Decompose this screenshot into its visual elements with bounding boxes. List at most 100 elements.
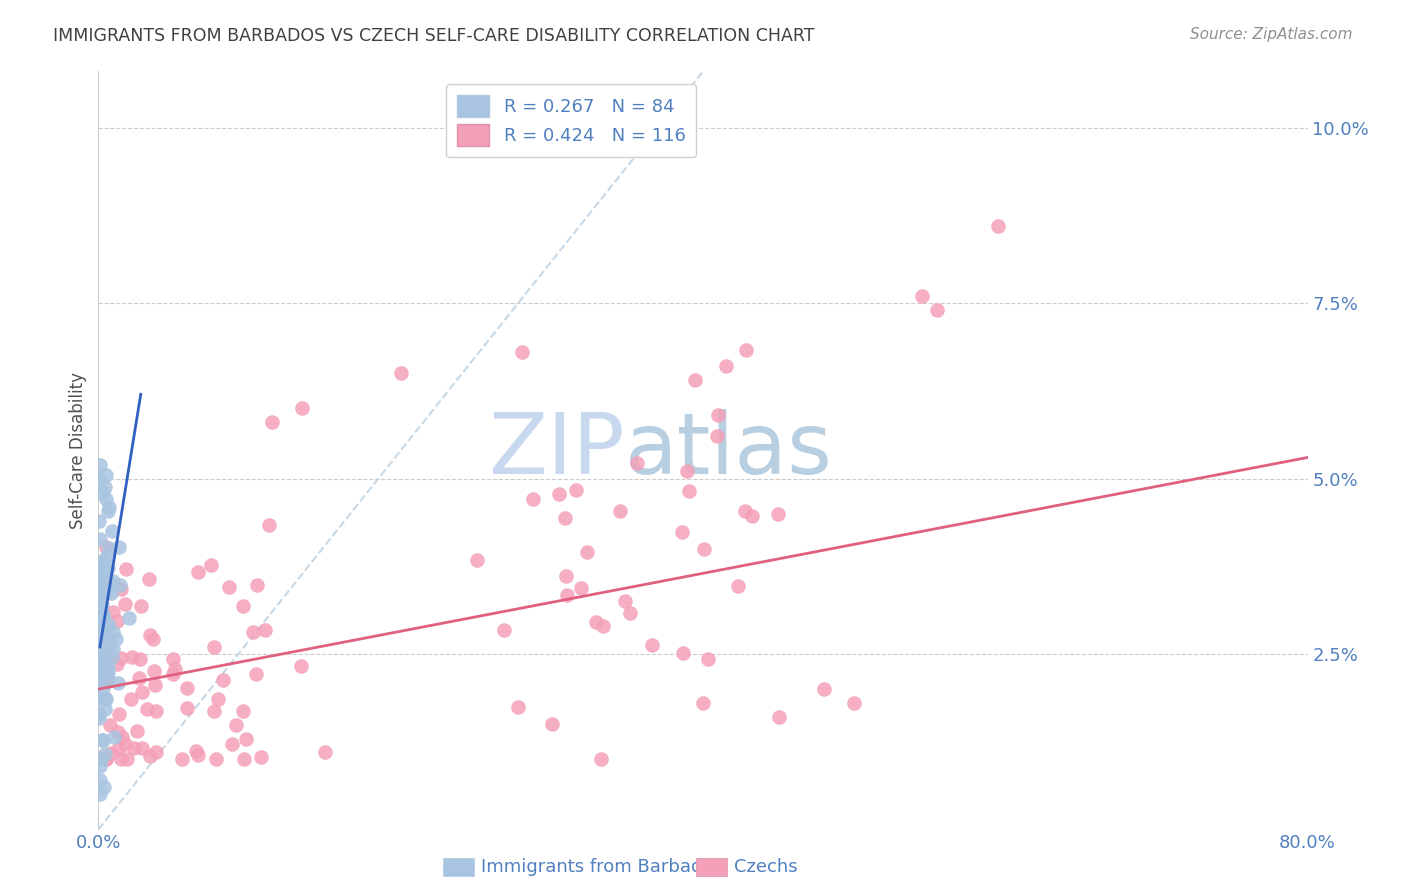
Point bbox=[225, 718, 247, 732]
Point bbox=[246, 578, 269, 592]
Point bbox=[911, 289, 934, 303]
Legend: R = 0.267   N = 84, R = 0.424   N = 116: R = 0.267 N = 84, R = 0.424 N = 116 bbox=[446, 84, 696, 157]
Point bbox=[103, 730, 125, 744]
Point bbox=[672, 646, 695, 660]
Point bbox=[94, 560, 117, 574]
Point bbox=[89, 471, 111, 485]
Point bbox=[569, 581, 592, 595]
Point bbox=[98, 718, 121, 732]
Point bbox=[592, 619, 614, 633]
Point bbox=[90, 610, 112, 624]
Point bbox=[107, 741, 129, 756]
Point bbox=[678, 483, 700, 498]
Point bbox=[768, 507, 790, 521]
Point bbox=[89, 690, 111, 705]
Point bbox=[290, 658, 312, 673]
Point bbox=[97, 504, 120, 518]
Point bbox=[735, 343, 758, 357]
Point bbox=[547, 486, 569, 500]
Point bbox=[107, 725, 129, 739]
Point bbox=[90, 560, 112, 574]
Point bbox=[494, 623, 516, 637]
Point bbox=[110, 752, 132, 766]
Point bbox=[89, 615, 111, 629]
Point bbox=[641, 638, 664, 652]
Point bbox=[91, 609, 114, 624]
Point bbox=[257, 517, 280, 532]
Point bbox=[187, 747, 209, 762]
Point bbox=[145, 745, 167, 759]
Point bbox=[97, 649, 120, 664]
Point bbox=[89, 532, 111, 546]
Point bbox=[585, 615, 607, 629]
Point bbox=[554, 568, 576, 582]
Point bbox=[626, 456, 648, 470]
Point bbox=[202, 640, 225, 654]
Point bbox=[91, 632, 114, 647]
Point bbox=[741, 509, 763, 524]
Point bbox=[91, 485, 114, 500]
Point bbox=[93, 651, 115, 665]
Point bbox=[233, 752, 256, 766]
Point bbox=[207, 692, 229, 706]
Point bbox=[94, 575, 117, 590]
Point bbox=[111, 730, 134, 744]
Point bbox=[97, 671, 120, 685]
Point bbox=[91, 624, 114, 638]
Point bbox=[291, 401, 314, 416]
Point bbox=[143, 678, 166, 692]
Point bbox=[510, 345, 533, 359]
Point bbox=[204, 752, 226, 766]
Point bbox=[619, 606, 641, 620]
Point bbox=[89, 617, 111, 632]
Point bbox=[91, 607, 114, 621]
Point bbox=[94, 752, 117, 766]
Point bbox=[235, 732, 257, 747]
Point bbox=[232, 704, 254, 718]
Point bbox=[138, 573, 160, 587]
Text: atlas: atlas bbox=[624, 409, 832, 492]
Point bbox=[172, 752, 194, 766]
Point bbox=[89, 592, 111, 607]
Point bbox=[91, 733, 114, 747]
Point bbox=[97, 665, 120, 679]
Point bbox=[90, 645, 112, 659]
Point bbox=[131, 685, 153, 699]
Y-axis label: Self-Care Disability: Self-Care Disability bbox=[69, 372, 87, 529]
Text: Czechs: Czechs bbox=[734, 858, 797, 876]
Point bbox=[94, 747, 117, 761]
Point bbox=[692, 696, 714, 710]
Point bbox=[389, 366, 412, 380]
Point bbox=[91, 681, 114, 695]
Point bbox=[93, 691, 115, 706]
Point bbox=[218, 580, 240, 594]
Point bbox=[91, 654, 114, 668]
Point bbox=[89, 676, 111, 690]
Text: Immigrants from Barbados: Immigrants from Barbados bbox=[481, 858, 723, 876]
Point bbox=[96, 623, 118, 637]
Point bbox=[200, 558, 222, 572]
Point bbox=[90, 616, 112, 631]
Point bbox=[110, 582, 132, 597]
Point bbox=[94, 702, 117, 716]
Point bbox=[94, 692, 117, 706]
Point bbox=[242, 624, 264, 639]
Point bbox=[89, 639, 111, 653]
Point bbox=[139, 748, 162, 763]
Point bbox=[93, 552, 115, 566]
Point bbox=[89, 662, 111, 676]
Point bbox=[127, 723, 149, 738]
Point bbox=[94, 669, 117, 683]
Point bbox=[145, 704, 167, 718]
Point bbox=[97, 660, 120, 674]
Point bbox=[253, 623, 276, 637]
Point bbox=[734, 503, 756, 517]
Point bbox=[91, 662, 114, 676]
Point bbox=[89, 577, 111, 591]
Point bbox=[89, 569, 111, 583]
Point bbox=[91, 598, 114, 612]
Point bbox=[314, 745, 336, 759]
Point bbox=[614, 594, 637, 608]
Point bbox=[96, 573, 118, 587]
Text: Source: ZipAtlas.com: Source: ZipAtlas.com bbox=[1189, 27, 1353, 42]
